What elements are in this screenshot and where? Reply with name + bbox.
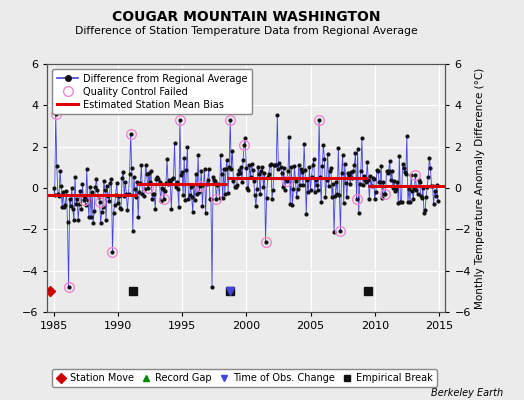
Y-axis label: Monthly Temperature Anomaly Difference (°C): Monthly Temperature Anomaly Difference (… bbox=[475, 67, 485, 309]
Text: Difference of Station Temperature Data from Regional Average: Difference of Station Temperature Data f… bbox=[75, 26, 418, 36]
Legend: Station Move, Record Gap, Time of Obs. Change, Empirical Break: Station Move, Record Gap, Time of Obs. C… bbox=[52, 369, 437, 387]
Text: Berkeley Earth: Berkeley Earth bbox=[431, 388, 503, 398]
Legend: Difference from Regional Average, Quality Control Failed, Estimated Station Mean: Difference from Regional Average, Qualit… bbox=[52, 69, 253, 114]
Text: COUGAR MOUNTAIN WASHINGTON: COUGAR MOUNTAIN WASHINGTON bbox=[112, 10, 380, 24]
